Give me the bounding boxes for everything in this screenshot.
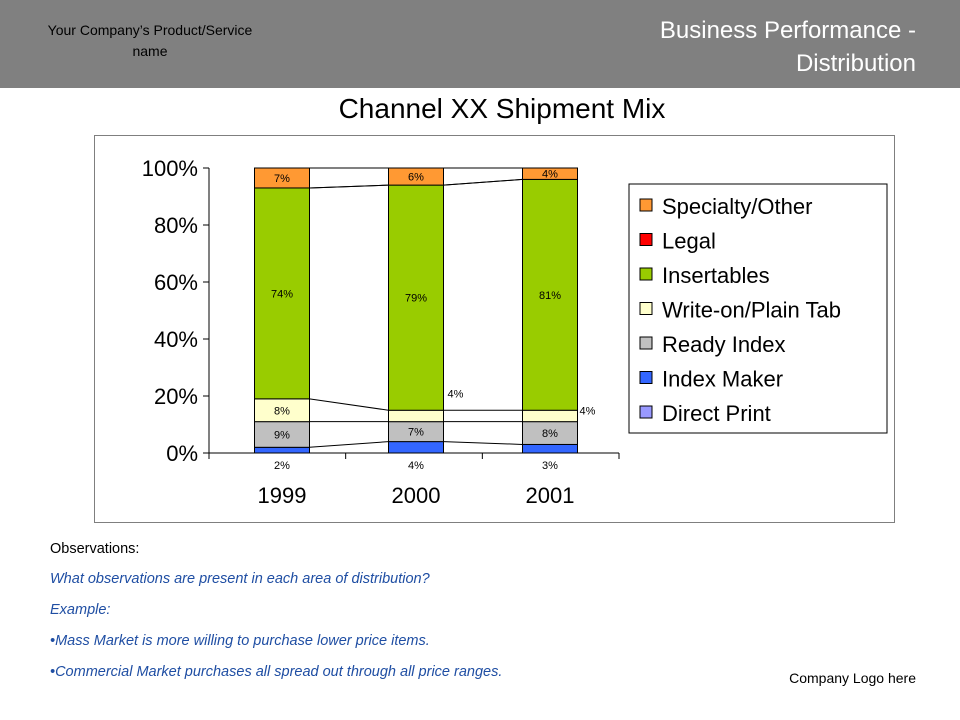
bar-segment-index-maker [388, 441, 444, 454]
y-tick-label: 40% [154, 327, 198, 352]
legend-box [628, 183, 888, 434]
data-label: 7% [408, 427, 424, 439]
bar-segment-insertables [522, 178, 578, 411]
bar-segment-insertables [388, 184, 444, 411]
bar-segment-write-on-plain-tab [522, 409, 578, 423]
slide-title: Business Performance - Distribution [659, 17, 916, 77]
observation-question: What observations are present in each ar… [50, 571, 430, 587]
legend-swatch [639, 267, 653, 281]
legend-swatch [639, 198, 653, 212]
observation-bullet-commercial-market: •Commercial Market purchases all spread … [50, 664, 503, 680]
bar-segment-index-maker [522, 443, 578, 454]
legend-label: Specialty/Other [662, 194, 812, 219]
data-label: 4% [448, 388, 464, 400]
bar-segment-write-on-plain-tab [388, 409, 444, 423]
data-label: 74% [271, 288, 293, 300]
legend-swatch [639, 336, 653, 350]
company-logo-placeholder: Company Logo here [789, 670, 916, 686]
data-label: 2% [274, 460, 290, 472]
bar-segment-specialty-other [254, 167, 310, 189]
legend-swatch [639, 302, 653, 315]
data-label: 9% [274, 429, 290, 441]
bar-segment-ready-index [254, 421, 310, 448]
legend-swatch [639, 233, 653, 246]
data-label: 3% [542, 460, 558, 472]
x-tick-label: 2001 [526, 483, 575, 508]
observation-example-label: Example: [50, 602, 111, 618]
legend-swatch [639, 371, 653, 384]
series-connector-line [443, 441, 523, 445]
company-product-name: Your Company’s Product/Service name [47, 22, 253, 59]
data-label: 7% [274, 173, 290, 185]
series-connector-line [443, 178, 523, 186]
legend-label: Ready Index [662, 332, 786, 357]
y-tick-label: 20% [154, 384, 198, 409]
chart-title: Channel XX Shipment Mix [338, 93, 666, 124]
legend-label: Insertables [662, 263, 770, 288]
bar-segment-specialty-other [522, 167, 578, 180]
x-tick-label: 2000 [392, 483, 441, 508]
data-label: 4% [408, 460, 424, 472]
data-label: 8% [542, 428, 558, 440]
legend-swatch [639, 405, 653, 419]
observation-bullet-mass-market: •Mass Market is more willing to purchase… [50, 633, 430, 649]
legend-label: Index Maker [662, 367, 783, 392]
series-connector-line [309, 184, 389, 189]
legend-label: Direct Print [662, 401, 771, 426]
y-tick-label: 60% [154, 270, 198, 295]
data-label: 81% [539, 290, 561, 302]
bar-segment-specialty-other [388, 167, 444, 186]
shipment-mix-chart: 0% 20% 40% 60% 80% 100% 1999 2000 2001 2% 4% 3% 9% 7%… [142, 156, 888, 508]
y-tick-label: 80% [154, 213, 198, 238]
data-label: 6% [408, 172, 424, 184]
data-label: 8% [274, 405, 290, 417]
y-tick-label: 100% [142, 156, 198, 181]
data-label: 4% [542, 169, 558, 181]
data-label: 79% [405, 293, 427, 305]
bar-segment-index-maker [254, 446, 310, 454]
series-connector-line [309, 398, 389, 411]
data-label: 4% [580, 405, 596, 417]
x-tick-label: 1999 [258, 483, 307, 508]
header-bar: Your Company’s Product/Service name Busi… [0, 0, 960, 88]
series-connector-line [309, 441, 389, 448]
y-tick-label: 0% [166, 441, 198, 466]
observations-heading: Observations: [50, 541, 140, 557]
legend-label: Legal [662, 229, 716, 254]
chart-frame [94, 135, 895, 523]
legend-label: Write-on/Plain Tab [662, 298, 841, 323]
